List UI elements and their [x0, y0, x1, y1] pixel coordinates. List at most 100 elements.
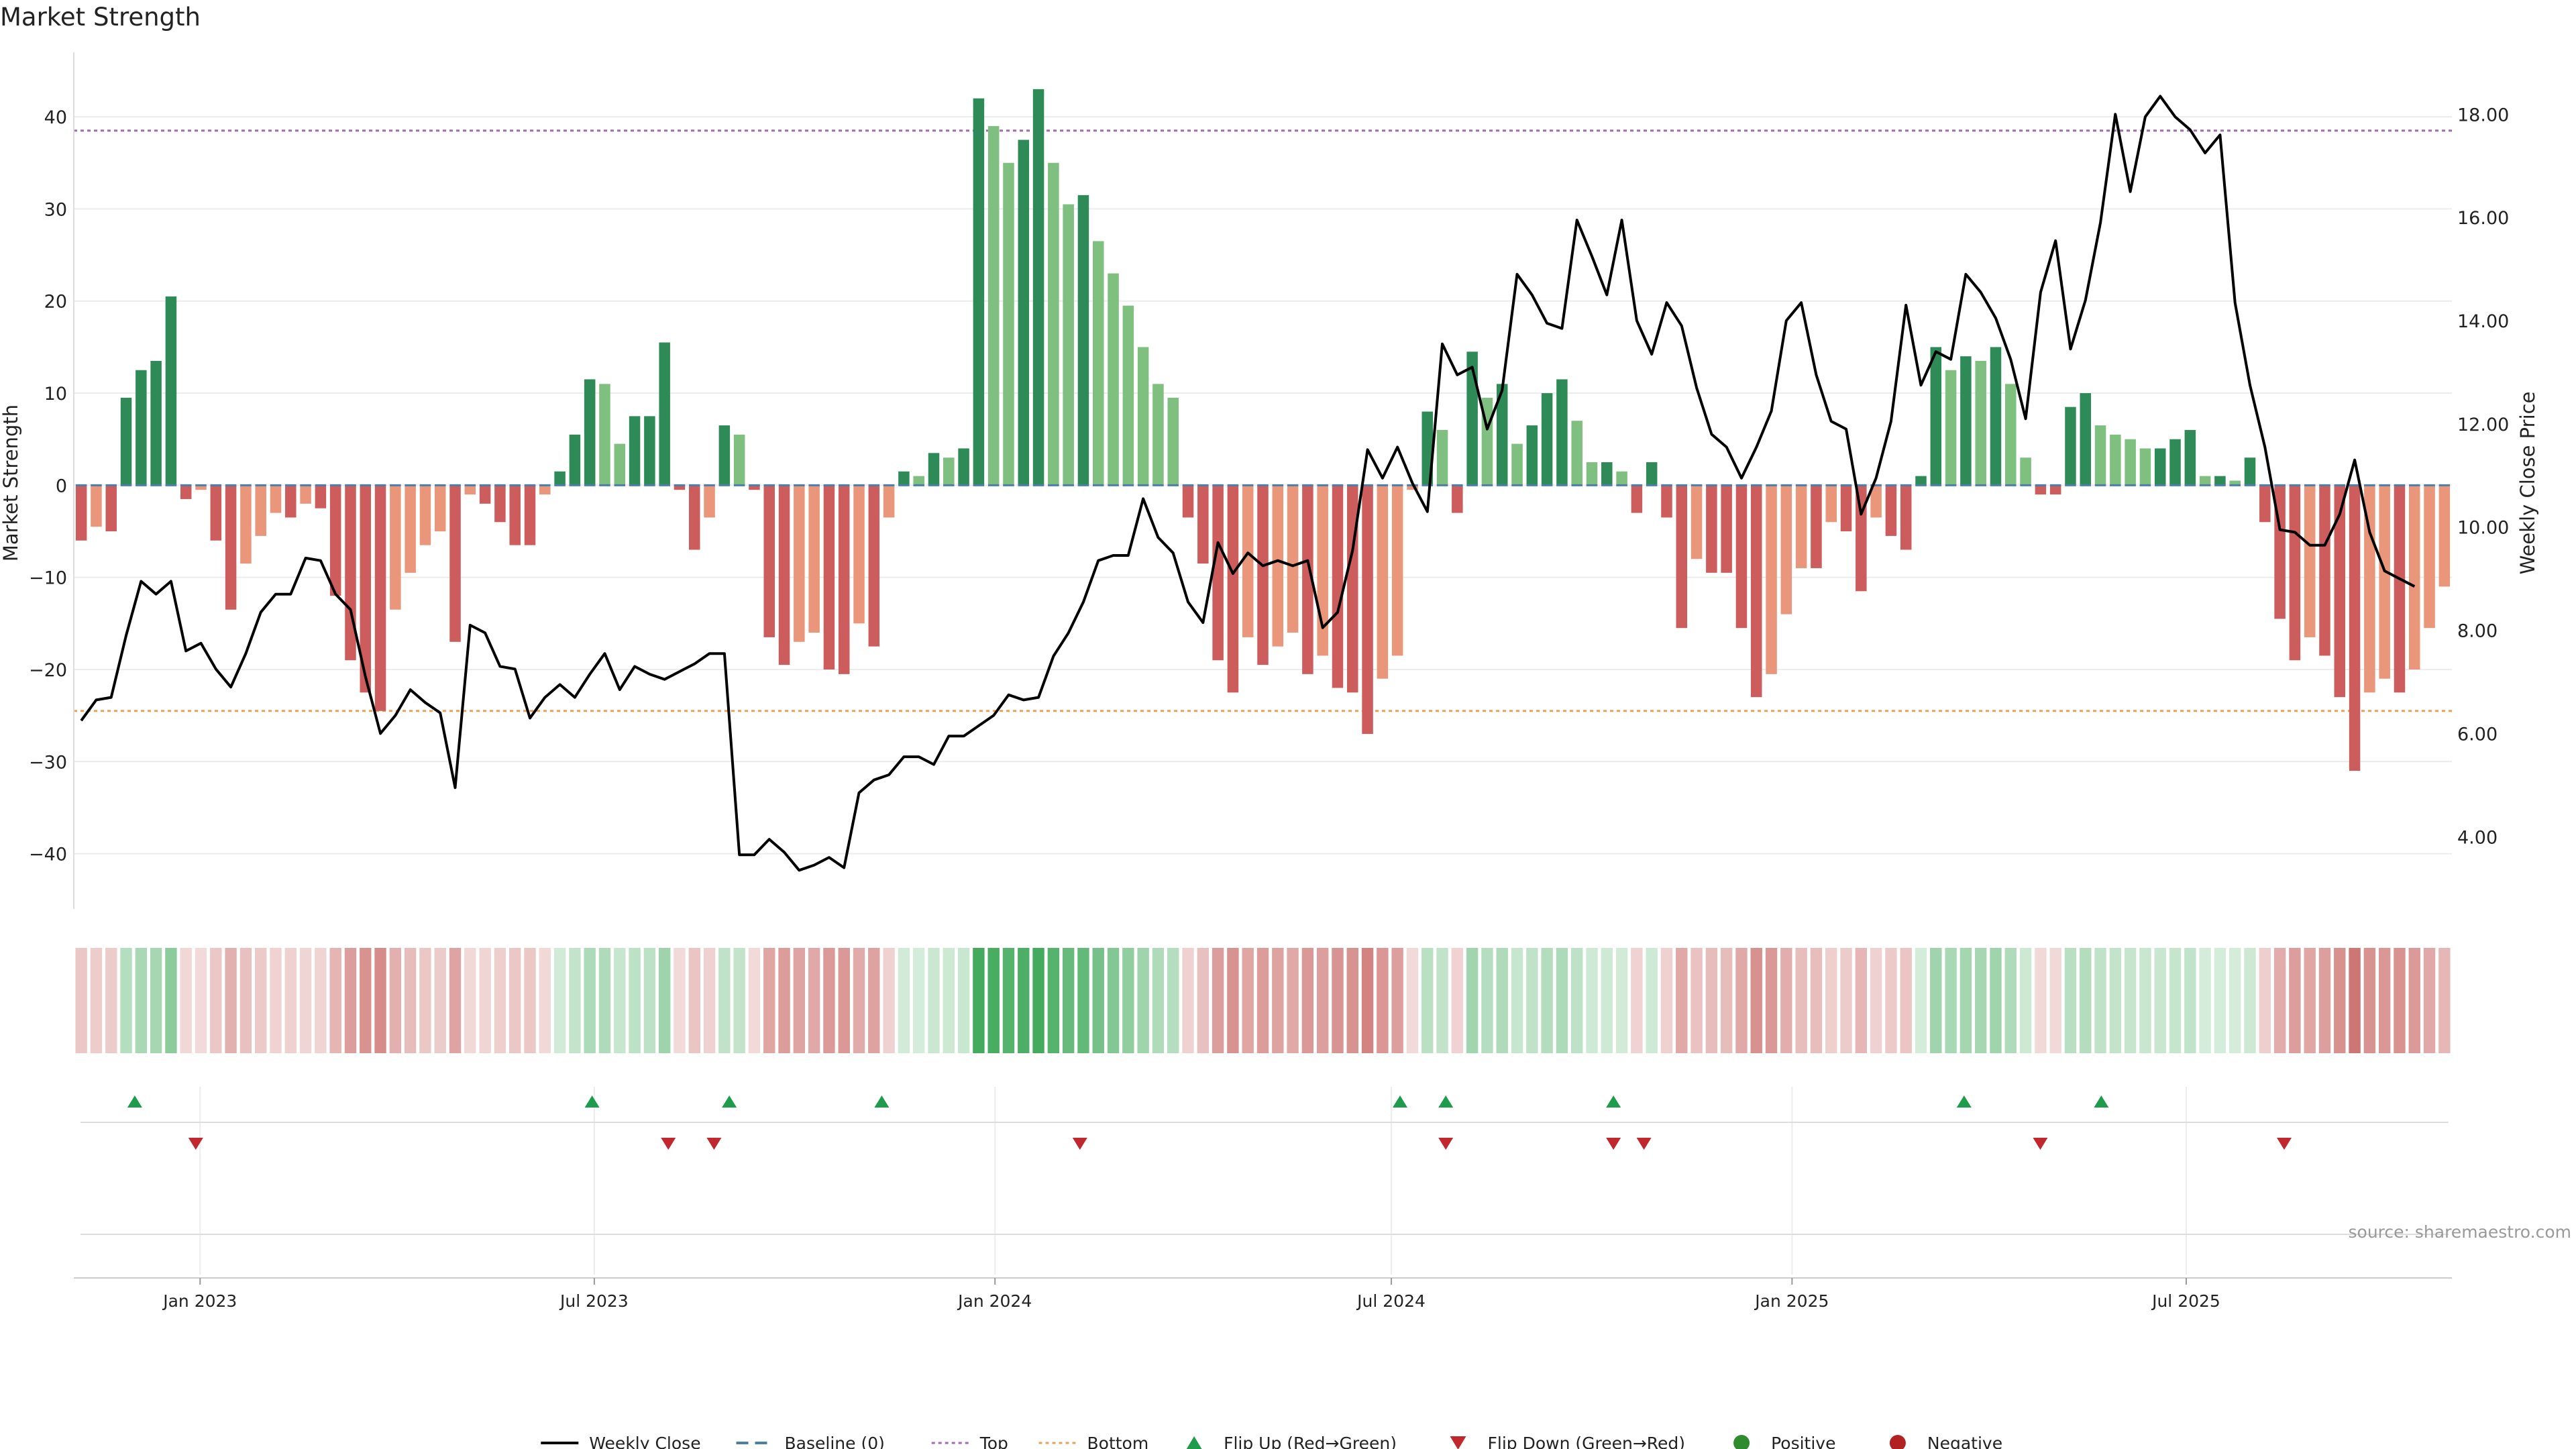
strength-bar — [1332, 485, 1344, 688]
strength-bar — [345, 485, 356, 661]
strength-cell — [1900, 948, 1912, 1053]
strength-bar — [255, 485, 266, 536]
strength-bar — [973, 98, 985, 486]
strength-bar — [1377, 485, 1389, 679]
axes: 40 30 20 10 0 −10 −20 −30 −40 18.00 16.00 14.00 12.0… — [29, 52, 2509, 909]
strength-cell — [674, 948, 686, 1053]
x-tick-label: Jul 2023 — [559, 1291, 629, 1311]
strength-bar — [2139, 448, 2151, 486]
strength-cell — [2169, 948, 2182, 1053]
strength-cell — [1436, 948, 1448, 1053]
strength-cell — [1720, 948, 1733, 1053]
strength-cell — [210, 948, 222, 1053]
strength-bar — [1391, 485, 1403, 656]
strength-cell — [284, 948, 297, 1053]
legend-label: Top — [979, 1434, 1008, 1449]
strength-cell — [2109, 948, 2122, 1053]
strength-bar — [2349, 485, 2361, 771]
strength-cell — [1930, 948, 1942, 1053]
strength-bar — [2199, 476, 2211, 486]
strength-cell — [2334, 948, 2346, 1053]
strength-cell — [180, 948, 192, 1053]
strength-bar — [2259, 485, 2271, 523]
strength-cell — [120, 948, 132, 1053]
strength-bar — [150, 360, 162, 486]
strength-cell — [1256, 948, 1269, 1053]
legend-label: Negative — [1927, 1434, 2002, 1449]
strength-bar — [1915, 476, 1927, 486]
strength-cell — [1332, 948, 1344, 1053]
legend-item: Negative — [1889, 1434, 2002, 1449]
strength-bar — [2334, 485, 2346, 698]
strength-bar — [479, 485, 491, 504]
strength-cell — [1197, 948, 1210, 1053]
strength-bar — [75, 485, 87, 541]
strength-cell — [1840, 948, 1852, 1053]
strength-cell — [225, 948, 237, 1053]
strength-bar — [1227, 485, 1239, 693]
strength-cell — [733, 948, 745, 1053]
strength-cell — [1945, 948, 1957, 1053]
legend-label: Baseline (0) — [785, 1434, 885, 1449]
strength-bar — [1197, 485, 1209, 564]
strength-cell — [195, 948, 207, 1053]
strength-cell — [973, 948, 985, 1053]
strength-cell — [1990, 948, 2002, 1053]
strength-bar — [2184, 429, 2196, 486]
strength-bar — [2379, 485, 2390, 679]
strength-cell — [1676, 948, 1688, 1053]
strength-cell — [165, 948, 177, 1053]
strength-cell — [1615, 948, 1628, 1053]
strength-bar — [2035, 485, 2047, 495]
strength-bar — [1452, 485, 1463, 513]
strength-bar — [1870, 485, 1882, 518]
y-right-tick-label: 18.00 — [2457, 105, 2509, 125]
strength-cell — [703, 948, 716, 1053]
flip-up-marker — [722, 1095, 737, 1108]
legend: Weekly Close Baseline (0) Top Bottom Flip Up… — [541, 1434, 2002, 1449]
strength-cell — [1107, 948, 1120, 1053]
strength-bar — [2394, 485, 2406, 693]
strength-bar — [1122, 305, 1134, 486]
strength-cell — [1511, 948, 1523, 1053]
strength-bar — [1616, 471, 1627, 486]
strength-cell — [793, 948, 806, 1053]
strength-bar — [733, 434, 745, 486]
strength-cell — [1421, 948, 1434, 1053]
strength-cell — [2394, 948, 2406, 1053]
strength-bar — [1631, 485, 1643, 513]
strength-bar — [1362, 485, 1373, 735]
strength-cell — [2289, 948, 2301, 1053]
strength-bar — [2080, 393, 2092, 486]
strength-bar — [883, 485, 895, 518]
flip-down-marker — [1438, 1138, 1454, 1150]
strength-bar — [1556, 379, 1568, 486]
strength-bar — [987, 125, 1000, 486]
strength-cell — [808, 948, 820, 1053]
strength-cell — [1541, 948, 1553, 1053]
strength-bar — [1496, 384, 1508, 486]
strength-bar — [1601, 462, 1613, 486]
strength-cell — [1690, 948, 1703, 1053]
strength-bar — [2244, 458, 2256, 486]
strength-cell — [1974, 948, 1987, 1053]
strength-cell — [2049, 948, 2061, 1053]
legend-item: Positive — [1733, 1434, 1835, 1449]
strength-bar — [1212, 485, 1224, 661]
strength-bar — [1676, 485, 1688, 629]
strength-bar — [1018, 140, 1030, 486]
strength-bar — [180, 485, 192, 499]
strength-bar — [2289, 485, 2301, 661]
strength-bar — [120, 397, 132, 486]
strength-cell — [853, 948, 865, 1053]
strength-cell — [524, 948, 536, 1053]
strength-cell — [1451, 948, 1464, 1053]
strength-cell — [1272, 948, 1284, 1053]
strength-bar — [1721, 485, 1732, 573]
strength-bar — [270, 485, 282, 513]
strength-bar — [1661, 485, 1672, 518]
x-tick-label: Jan 2023 — [162, 1291, 237, 1311]
strength-bar — [2424, 485, 2435, 629]
strength-bar — [1690, 485, 1703, 559]
flip-down-marker — [1636, 1138, 1652, 1150]
